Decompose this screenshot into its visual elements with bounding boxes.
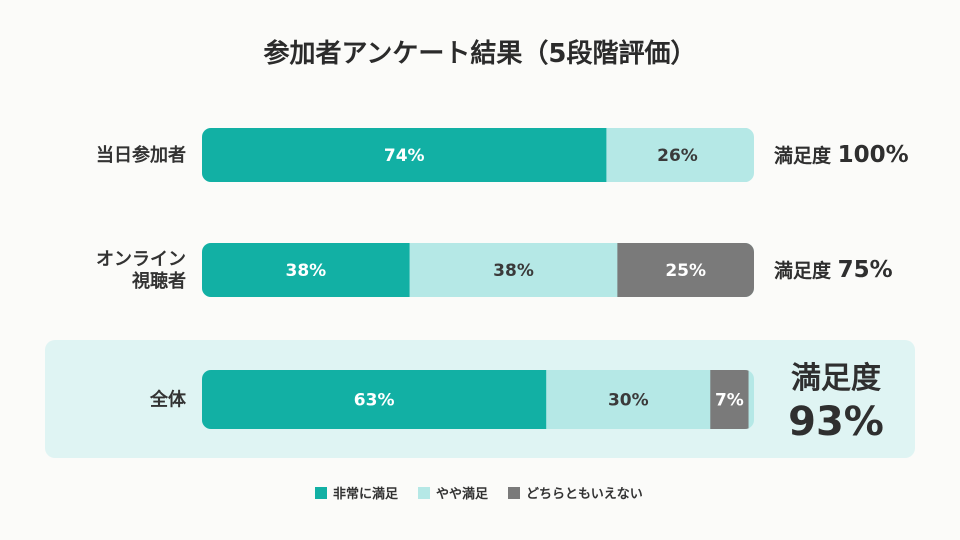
data-label: 30% xyxy=(608,391,649,411)
bar-segment xyxy=(606,128,749,182)
satisfaction-value: 75% xyxy=(838,257,893,283)
bar-segment xyxy=(202,243,410,297)
legend-item: やや満足 xyxy=(418,486,489,502)
legend-label: 非常に満足 xyxy=(333,486,399,502)
legend-swatch xyxy=(508,487,520,499)
data-label: 25% xyxy=(665,261,706,281)
legend-swatch xyxy=(315,487,327,499)
category-label: オンライン xyxy=(96,249,186,270)
satisfaction-text: 満足度 100% xyxy=(774,142,909,168)
chart-title: 参加者アンケート結果（5段階評価） xyxy=(263,38,696,69)
legend-label: やや満足 xyxy=(436,486,489,502)
bar-segment xyxy=(710,370,749,429)
data-label: 38% xyxy=(285,261,326,281)
satisfaction-text: 満足度 75% xyxy=(774,257,893,283)
category-label: 視聴者 xyxy=(131,270,186,292)
satisfaction-label: 満足度 xyxy=(774,259,838,282)
data-label: 63% xyxy=(354,391,395,411)
bar-segment xyxy=(202,128,607,182)
satisfaction-label: 満足度 xyxy=(774,144,838,167)
legend-item: 非常に満足 xyxy=(315,486,399,502)
legend: 非常に満足 やや満足 どちらともいえない xyxy=(315,486,643,502)
bar-row: 当日参加者 74% 26% 満足度 100% xyxy=(96,128,909,182)
satisfaction-label: 満足度 xyxy=(791,361,881,396)
bar-segment xyxy=(202,370,547,429)
satisfaction-value: 100% xyxy=(838,142,909,168)
data-label: 38% xyxy=(493,261,534,281)
category-label: 全体 xyxy=(149,389,187,411)
category-label: 当日参加者 xyxy=(96,144,186,166)
data-label: 74% xyxy=(384,146,425,166)
legend-swatch xyxy=(418,487,430,499)
legend-label: どちらともいえない xyxy=(526,487,643,502)
satisfaction-value: 93% xyxy=(788,399,884,445)
data-label: 7% xyxy=(715,391,744,411)
legend-item: どちらともいえない xyxy=(508,487,643,502)
bar-segment xyxy=(409,243,618,297)
data-label: 26% xyxy=(657,146,698,166)
bar-segment xyxy=(617,243,754,297)
bar-segment xyxy=(546,370,711,429)
